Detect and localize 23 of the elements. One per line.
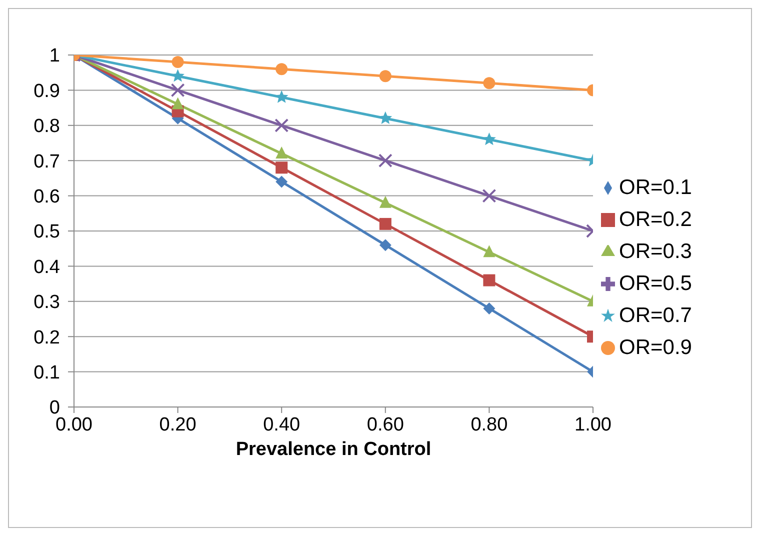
y-tick-label: 0.9 (34, 80, 60, 102)
x-tick-label: 0.40 (263, 414, 300, 436)
x-tick-label: 1.00 (574, 414, 612, 436)
x-tick-label: 0.20 (159, 414, 196, 436)
y-tick-label: 0.5 (34, 222, 60, 243)
legend-label: OR=0.5 (619, 272, 692, 295)
y-tick-label: 0.4 (34, 256, 60, 278)
y-tick-label: 0.3 (34, 292, 60, 314)
legend-label: OR=0.1 (619, 176, 692, 199)
y-tick-label: 0.2 (34, 327, 60, 348)
x-tick-label: 0.00 (56, 414, 92, 436)
x-axis-title: Prevalence in Control (236, 439, 432, 460)
y-tick-label: 0.8 (34, 116, 60, 138)
legend-label: OR=0.2 (619, 208, 692, 231)
y-tick-label: 0.1 (34, 362, 60, 384)
legend-label: OR=0.7 (619, 304, 692, 327)
y-tick-label: 0.6 (34, 186, 60, 208)
y-tick-label: 1 (49, 46, 60, 67)
x-tick-label: 0.80 (470, 414, 508, 436)
y-tick-label: 0.7 (34, 151, 60, 172)
legend-label: OR=0.9 (619, 336, 692, 359)
legend-label: OR=0.3 (619, 240, 692, 263)
x-tick-label: 0.60 (366, 414, 404, 436)
